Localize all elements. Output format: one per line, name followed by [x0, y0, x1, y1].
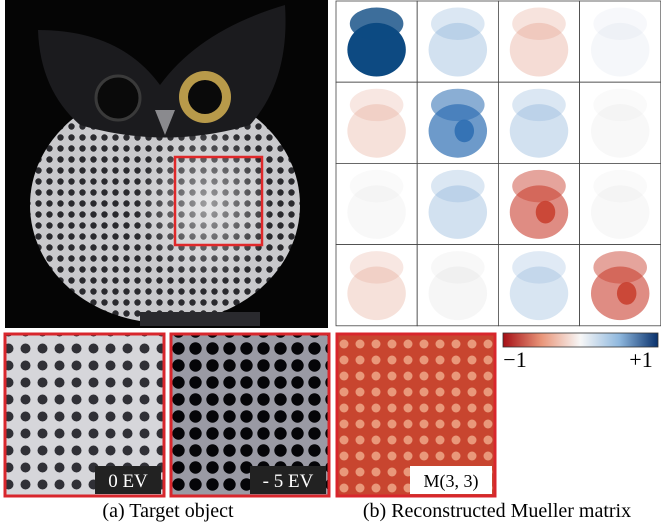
caption: (a) Target object	[102, 500, 234, 522]
cell-owl-body	[509, 266, 569, 321]
cell-owl-body	[428, 22, 488, 77]
cell-owl-head	[512, 251, 566, 284]
owl-beak	[155, 110, 175, 135]
mueller-grid	[335, 0, 661, 327]
caption: (b) Reconstructed Mueller matrix	[363, 500, 631, 522]
cell-owl-head	[512, 7, 566, 40]
colorbar-gradient	[502, 332, 659, 348]
cell-owl-head	[593, 169, 647, 203]
cell-owl-body	[347, 266, 406, 321]
matrix-cell	[416, 162, 499, 245]
cell-owl-head	[349, 88, 404, 122]
cell-owl-head	[431, 7, 485, 40]
cell-owl-head	[593, 251, 647, 284]
exposure-label: - 5 EV	[263, 471, 314, 492]
element-label: M(3, 3)	[424, 471, 479, 492]
cell-owl-body	[509, 104, 569, 158]
owl-base	[140, 312, 260, 326]
matrix-cell	[497, 0, 580, 83]
owl-highlight	[130, 125, 270, 285]
label-box	[250, 466, 326, 494]
label-box	[95, 466, 161, 494]
matrix-cell	[579, 162, 661, 245]
colorbar-min: −1	[503, 347, 526, 372]
cell-owl-head	[512, 169, 566, 203]
matrix-cell	[416, 0, 499, 83]
cell-owl-head	[593, 7, 647, 40]
exposure-label: 0 EV	[108, 471, 148, 492]
cell-owl-head	[431, 169, 485, 203]
cell-owl-head	[593, 88, 647, 122]
matrix-cell	[335, 81, 418, 164]
crop-minus5ev: - 5 EV	[169, 332, 331, 498]
cell-owl-body	[509, 22, 569, 77]
cell-owl-head	[431, 251, 485, 284]
cell-highlight	[535, 200, 556, 224]
cell-highlight	[616, 281, 637, 305]
owl-eye	[94, 74, 142, 122]
cell-highlight	[454, 119, 475, 143]
colorbar-max: +1	[629, 347, 652, 372]
cell-owl-body	[347, 104, 406, 158]
cell-owl-head	[349, 7, 404, 40]
cell-owl-head	[349, 169, 404, 203]
cell-owl-body	[590, 104, 650, 158]
cell-owl-body	[347, 185, 406, 239]
cell-owl-body	[590, 22, 650, 77]
cell-owl-body	[428, 266, 488, 321]
cell-owl-head	[431, 88, 485, 122]
target-photo	[5, 0, 328, 328]
cell-owl-head	[349, 251, 404, 284]
matrix-cell	[335, 162, 418, 245]
matrix-cell	[497, 81, 580, 164]
crop-m33: M(3, 3)	[335, 332, 497, 498]
matrix-cell	[416, 244, 499, 327]
crop-box	[173, 155, 264, 247]
cell-owl-body	[428, 185, 488, 239]
cell-owl-head	[512, 88, 566, 122]
owl-pupil	[188, 80, 222, 114]
matrix-cell	[579, 81, 661, 164]
label-box	[410, 466, 492, 494]
matrix-cell	[335, 244, 418, 327]
colorbar: −1 +1	[502, 332, 659, 372]
crop-0ev: 0 EV	[3, 332, 166, 498]
cell-owl-body	[590, 185, 650, 239]
matrix-cell	[579, 0, 661, 83]
